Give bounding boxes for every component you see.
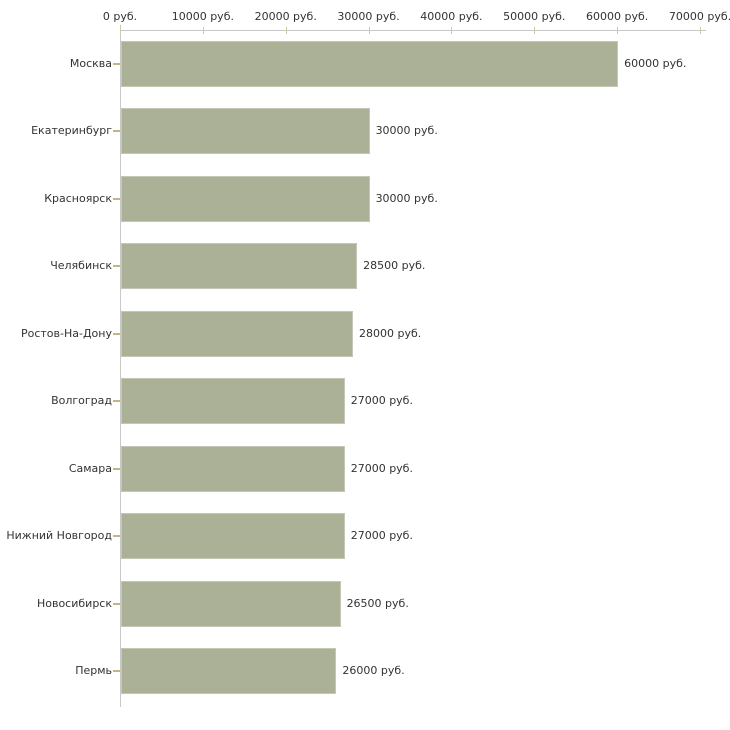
category-tick-mark bbox=[113, 332, 120, 335]
x-tick-mark bbox=[285, 27, 287, 34]
x-tick-mark bbox=[451, 27, 453, 34]
x-tick-label: 0 руб. bbox=[102, 10, 138, 23]
bar-1 bbox=[121, 108, 370, 155]
category-tick-mark bbox=[113, 130, 120, 133]
bar-5 bbox=[121, 378, 345, 425]
bar-3 bbox=[121, 243, 358, 290]
bar-4 bbox=[121, 310, 353, 357]
category-tick-mark bbox=[113, 535, 120, 538]
bar-7 bbox=[121, 513, 345, 560]
category-label: Красноярск bbox=[44, 191, 112, 205]
category-tick-mark bbox=[113, 265, 120, 268]
category-tick-mark bbox=[113, 400, 120, 403]
value-label: 30000 руб. bbox=[375, 191, 438, 205]
category-label: Новосибирск bbox=[36, 596, 112, 610]
category-label: Москва bbox=[69, 56, 112, 70]
x-tick-mark bbox=[700, 27, 701, 34]
bar-9 bbox=[121, 648, 337, 695]
category-label: Ростов-На-Дону bbox=[20, 326, 112, 340]
value-label: 26000 руб. bbox=[342, 664, 405, 678]
x-tick-label: 20000 руб. bbox=[254, 10, 317, 23]
value-label: 27000 руб. bbox=[350, 529, 413, 543]
x-tick-mark bbox=[120, 27, 121, 34]
value-label: 27000 руб. bbox=[350, 461, 413, 475]
value-label: 30000 руб. bbox=[375, 124, 438, 138]
value-label: 60000 руб. bbox=[624, 56, 687, 70]
y-axis-line bbox=[120, 25, 121, 707]
bar-6 bbox=[121, 445, 345, 492]
x-tick-mark bbox=[617, 27, 619, 34]
category-label: Челябинск bbox=[50, 259, 112, 273]
x-tick-mark bbox=[202, 27, 204, 34]
category-label: Самара bbox=[68, 461, 112, 475]
x-tick-label: 70000 руб. bbox=[668, 10, 730, 23]
x-axis-line bbox=[120, 30, 706, 31]
category-label: Екатеринбург bbox=[31, 124, 112, 138]
category-label: Нижний Новгород bbox=[6, 529, 112, 543]
x-tick-label: 60000 руб. bbox=[586, 10, 649, 23]
x-tick-mark bbox=[368, 27, 370, 34]
category-label: Волгоград bbox=[51, 394, 112, 408]
x-tick-label: 30000 руб. bbox=[337, 10, 400, 23]
x-tick-label: 50000 руб. bbox=[503, 10, 566, 23]
value-label: 26500 руб. bbox=[346, 596, 409, 610]
category-label: Пермь bbox=[75, 664, 112, 678]
value-label: 28000 руб. bbox=[359, 326, 422, 340]
bar-8 bbox=[121, 580, 341, 627]
category-tick-mark bbox=[113, 62, 120, 65]
category-tick-mark bbox=[113, 602, 120, 605]
category-tick-mark bbox=[113, 467, 120, 470]
x-tick-mark bbox=[534, 27, 536, 34]
value-label: 27000 руб. bbox=[350, 394, 413, 408]
bar-0 bbox=[121, 40, 619, 87]
x-tick-label: 40000 руб. bbox=[420, 10, 483, 23]
bar-2 bbox=[121, 175, 370, 222]
value-label: 28500 руб. bbox=[363, 259, 426, 273]
category-tick-mark bbox=[113, 197, 120, 200]
category-tick-mark bbox=[113, 670, 120, 673]
x-tick-label: 10000 руб. bbox=[171, 10, 234, 23]
